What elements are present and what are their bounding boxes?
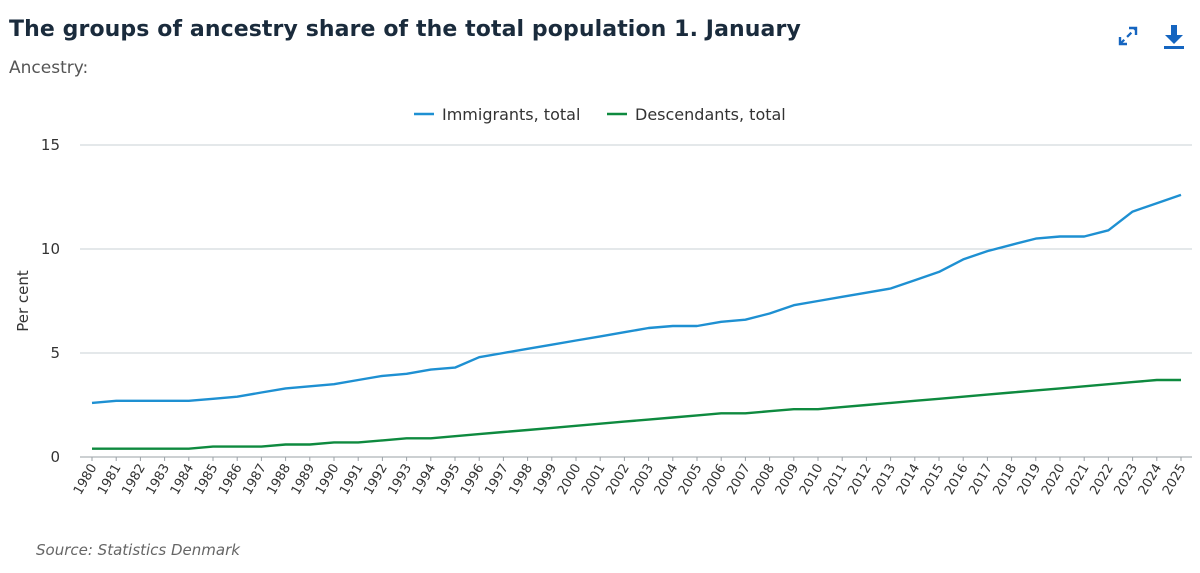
series-line-1 [92,378,1181,450]
x-tick-label: 2007 [724,462,754,498]
x-tick-label: 1982 [119,462,149,498]
legend-label: Immigrants, total [442,105,580,124]
x-tick-label: 1990 [313,462,343,498]
x-tick-label: 2008 [749,462,779,498]
x-tick-label: 2020 [1039,462,1069,498]
x-tick-label: 1981 [95,462,125,498]
x-tick-label: 1998 [507,462,537,498]
y-tick-label: 5 [50,344,60,362]
x-tick-label: 1997 [482,462,512,498]
x-tick-label: 1989 [289,462,319,498]
source-note: Source: Statistics Denmark [36,541,240,559]
x-tick-label: 2017 [966,462,996,498]
x-tick-label: 2015 [918,462,948,498]
x-tick-label: 1985 [192,462,222,498]
x-tick-label: 2012 [845,462,875,498]
series-line-0 [91,193,1182,405]
x-tick-label: 2006 [700,462,730,498]
x-tick-label: 1995 [434,462,464,498]
x-tick-label: 1987 [240,462,270,498]
x-tick-label: 1991 [337,462,367,498]
x-tick-label: 2011 [821,462,851,498]
x-tick-label: 1988 [265,462,295,498]
x-tick-label: 2023 [1112,462,1142,498]
x-tick-label: 2003 [628,462,658,498]
x-tick-label: 2004 [652,462,682,498]
x-tick-label: 2010 [797,462,827,498]
x-tick-label: 2009 [773,462,803,498]
x-tick-label: 1986 [216,462,246,498]
x-tick-label: 2025 [1160,462,1190,498]
x-tick-label: 1984 [168,462,198,498]
x-tick-label: 1993 [386,462,416,498]
x-tick-label: 2024 [1136,462,1166,498]
x-tick-label: 1996 [458,462,488,498]
legend-label: Descendants, total [635,105,786,124]
x-tick-label: 1994 [410,462,440,498]
y-axis-title: Per cent [14,270,32,332]
expand-icon[interactable] [1114,22,1142,50]
x-tick-label: 1992 [361,462,391,498]
ancestry-subtitle: Ancestry: [9,58,89,78]
x-tick-label: 2021 [1063,462,1093,498]
x-tick-label: 1983 [144,462,174,498]
x-tick-label: 2014 [894,462,924,498]
x-tick-label: 2013 [870,462,900,498]
x-tick-label: 2016 [942,462,972,498]
y-tick-label: 15 [41,136,60,154]
x-tick-label: 1999 [531,462,561,498]
x-tick-label: 2018 [991,462,1021,498]
x-tick-label: 2002 [603,462,633,498]
download-icon[interactable] [1160,22,1188,50]
x-tick-label: 2001 [579,462,609,498]
page-title: The groups of ancestry share of the tota… [9,17,801,42]
y-tick-label: 0 [50,448,60,466]
x-tick-label: 2019 [1015,462,1045,498]
x-tick-label: 2000 [555,462,585,498]
x-tick-label: 1980 [71,462,101,498]
y-tick-label: 10 [41,240,60,258]
x-tick-label: 2005 [676,462,706,498]
x-tick-label: 2022 [1087,462,1117,498]
